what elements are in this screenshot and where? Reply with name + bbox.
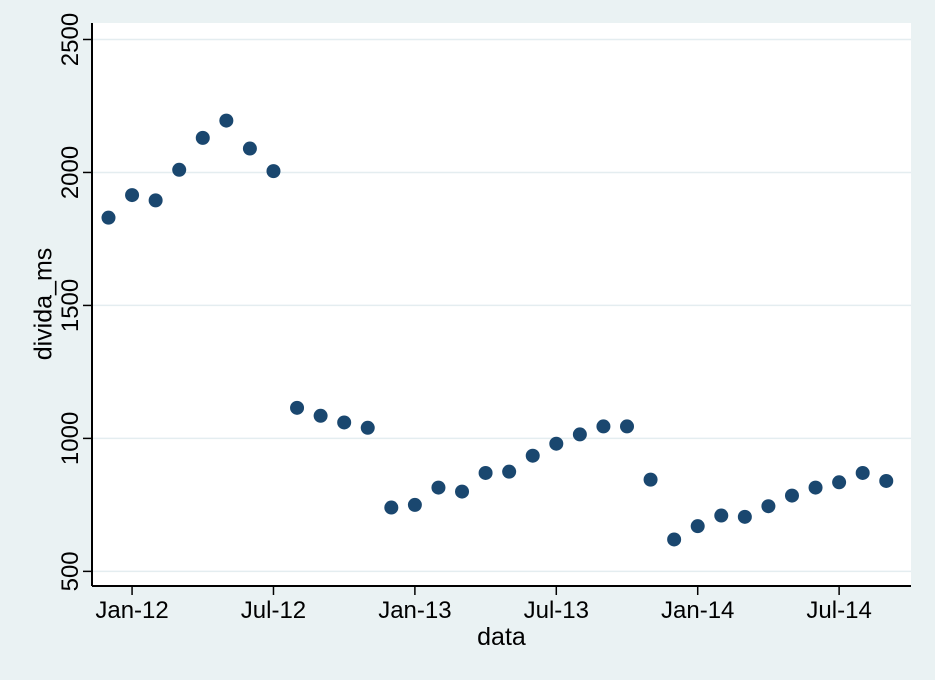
data-point <box>808 480 823 495</box>
y-tick-label: 1500 <box>57 279 84 332</box>
data-point <box>337 415 352 430</box>
data-point <box>219 113 234 128</box>
data-point <box>384 500 399 515</box>
data-point <box>502 464 517 479</box>
data-point <box>549 436 564 451</box>
data-point <box>784 488 799 503</box>
x-tick-label: Jan-12 <box>95 597 168 624</box>
data-point <box>172 162 187 177</box>
x-tick-label: Jul-14 <box>806 597 871 624</box>
data-point <box>313 408 328 423</box>
data-point <box>525 448 540 463</box>
data-point <box>572 427 587 442</box>
data-point <box>667 532 682 547</box>
y-axis-title: divida_ms <box>29 247 58 361</box>
data-point <box>290 400 305 415</box>
data-point <box>596 419 611 434</box>
data-point <box>125 188 140 203</box>
x-tick-label: Jan-14 <box>661 597 734 624</box>
y-tick-label: 2000 <box>57 146 84 199</box>
data-point <box>714 508 729 523</box>
data-point <box>242 141 257 156</box>
plot-area <box>92 23 911 586</box>
data-point <box>455 484 470 499</box>
y-tick-label: 1000 <box>57 412 84 465</box>
data-point <box>690 519 705 534</box>
data-point <box>737 509 752 524</box>
data-point <box>832 475 847 490</box>
y-tick-label: 2500 <box>57 13 84 66</box>
data-point <box>195 130 210 145</box>
x-axis-title: data <box>477 623 526 651</box>
data-point <box>855 465 870 480</box>
data-point <box>620 419 635 434</box>
data-point <box>879 473 894 488</box>
data-point <box>431 480 446 495</box>
y-tick-label: 500 <box>57 551 84 591</box>
x-tick-label: Jul-13 <box>524 597 589 624</box>
data-point <box>148 193 163 208</box>
data-point <box>478 465 493 480</box>
data-point <box>761 499 776 514</box>
data-point <box>266 164 281 179</box>
data-point <box>101 210 116 225</box>
data-point <box>407 497 422 512</box>
x-tick-label: Jul-12 <box>241 597 306 624</box>
data-point <box>643 472 658 487</box>
x-tick-label: Jan-13 <box>378 597 451 624</box>
data-point <box>360 420 375 435</box>
